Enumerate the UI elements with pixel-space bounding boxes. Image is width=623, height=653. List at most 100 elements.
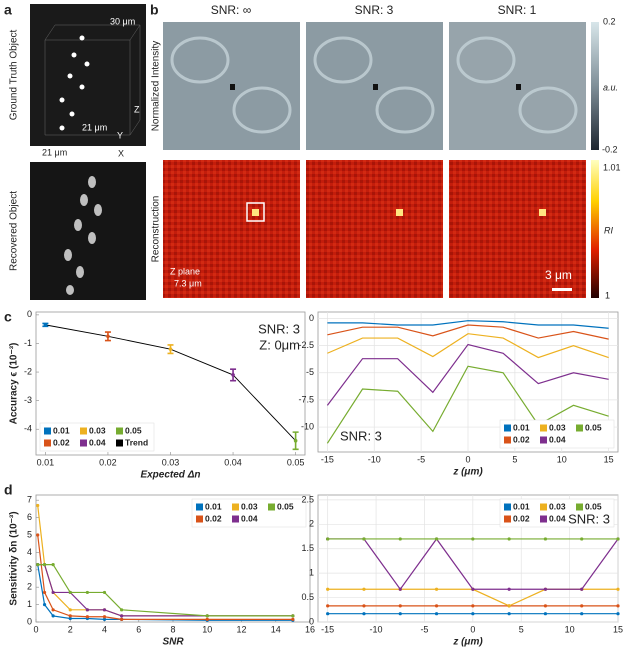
row-label: Ground Truth Object	[9, 29, 20, 120]
legend-label: 0.03	[549, 501, 566, 511]
x-tick-label: 10	[202, 624, 212, 634]
marker	[434, 587, 439, 591]
panel-label: d	[4, 482, 13, 498]
x-axis-label: z (μm)	[452, 467, 483, 478]
legend-label: 0.02	[53, 437, 70, 447]
line	[327, 324, 609, 340]
marker	[580, 604, 584, 608]
line	[327, 320, 609, 329]
y-tick-label: -4	[24, 424, 32, 434]
x-tick-label: -15	[321, 454, 334, 464]
x-tick-label: 2	[68, 624, 73, 634]
marker	[168, 347, 173, 351]
marker	[326, 537, 330, 541]
legend-label: 0.01	[205, 501, 222, 511]
legend-label: 0.04	[549, 513, 566, 523]
marker	[36, 562, 40, 567]
marker	[362, 587, 366, 591]
marker	[68, 616, 72, 621]
x-tick-label: -5	[417, 454, 425, 464]
legend-swatch	[540, 503, 547, 511]
line	[326, 365, 609, 444]
x-tick-label: 0	[33, 624, 38, 634]
marker	[68, 608, 72, 612]
axis-text: 21 μm	[82, 122, 107, 132]
legend-label: 0.05	[585, 501, 602, 511]
marker	[580, 612, 584, 616]
marker	[616, 537, 620, 541]
colorbar	[591, 160, 599, 298]
scale-bar-label: 3 μm	[545, 268, 572, 282]
line	[37, 534, 293, 620]
y-axis-label: Sensitivity δn (10⁻³)	[9, 511, 20, 605]
line	[327, 333, 609, 359]
marker	[42, 590, 47, 595]
x-axis-label: z (μm)	[452, 637, 483, 648]
marker	[231, 373, 235, 377]
marker	[398, 612, 402, 616]
column-title: SNR: 3	[355, 3, 394, 17]
marker	[580, 587, 584, 591]
legend	[191, 498, 307, 528]
legend	[39, 422, 155, 452]
marker	[36, 503, 40, 508]
marker	[326, 604, 330, 608]
legend-swatch	[268, 503, 275, 511]
marker	[398, 604, 402, 608]
y-tick-label: 0	[309, 616, 314, 626]
row-label: Recovered Object	[9, 191, 20, 271]
x-tick-label: -15	[321, 624, 334, 634]
legend-swatch	[504, 436, 511, 444]
line	[326, 343, 609, 406]
marker	[205, 614, 209, 618]
marker	[102, 590, 107, 595]
reconstruction-images	[163, 160, 586, 298]
marker	[51, 608, 55, 612]
marker	[398, 537, 402, 541]
marker	[326, 612, 330, 616]
marker	[43, 323, 48, 327]
intensity-images	[163, 22, 586, 150]
y-tick-label: 0	[309, 313, 314, 323]
x-tick-label: 15	[604, 454, 614, 464]
x-tick-label: 8	[170, 624, 175, 634]
y-tick-label: 2	[309, 519, 314, 529]
legend-label: 0.02	[513, 434, 530, 444]
marker	[616, 612, 620, 616]
axis-text: 21 μm	[42, 147, 67, 157]
legend-swatch	[232, 503, 239, 511]
axis-text: X	[118, 148, 124, 158]
x-tick-label: 0	[470, 624, 475, 634]
legend-swatch	[196, 503, 203, 511]
axis-text: Z	[134, 104, 140, 114]
panel-label: c	[4, 309, 12, 325]
legend	[499, 419, 615, 449]
marker	[543, 537, 548, 541]
legend-label: 0.05	[277, 501, 294, 511]
row-label: Normalized Intensity	[151, 41, 162, 132]
legend-swatch	[80, 439, 87, 447]
marker	[326, 587, 330, 591]
legend-label: 0.04	[549, 434, 566, 444]
axis-text: Y	[117, 130, 123, 140]
legend-label: 0.01	[513, 501, 530, 511]
marker	[102, 608, 107, 612]
colorbar	[591, 22, 599, 150]
y-tick-label: 1	[27, 599, 32, 609]
y-tick-label: 7	[27, 495, 32, 505]
panel-label: a	[4, 2, 12, 18]
x-tick-label: 0.02	[99, 457, 117, 467]
marker	[68, 590, 72, 595]
x-tick-label: 0.01	[37, 457, 55, 467]
legend-label: 0.03	[89, 425, 106, 435]
marker	[471, 537, 475, 541]
legend-label: 0.01	[53, 425, 70, 435]
marker	[507, 537, 511, 541]
y-tick-label: -7.5	[298, 394, 314, 404]
y-tick-label: 4	[27, 547, 32, 557]
legend-swatch	[576, 503, 583, 511]
marker	[362, 612, 366, 616]
marker	[434, 537, 439, 541]
y-tick-label: -10	[301, 421, 314, 431]
